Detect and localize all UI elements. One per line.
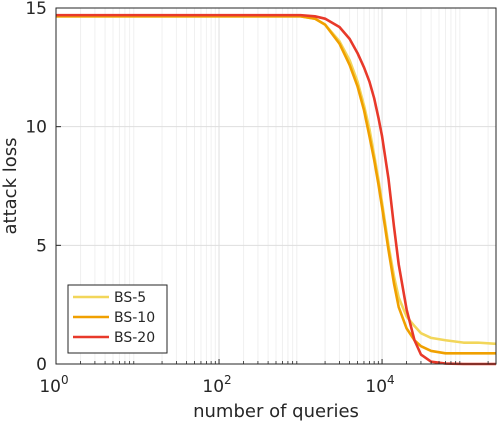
x-tick-label: 100 [39, 373, 68, 397]
legend-label: BS-10 [114, 310, 155, 326]
y-tick-label: 10 [25, 118, 47, 138]
legend: BS-5 BS-10 BS-20 [67, 284, 168, 354]
y-tick-label: 0 [36, 355, 47, 375]
series-line-bs-20 [56, 13, 496, 366]
series-layer [56, 13, 497, 366]
axis-ticks: 100 102 104 0 5 10 15 [25, 0, 489, 397]
y-tick-label: 5 [36, 236, 47, 256]
legend-label: BS-20 [114, 330, 155, 346]
y-tick-label: 15 [25, 0, 47, 19]
legend-label: BS-5 [114, 290, 146, 306]
x-axis-label: number of queries [193, 401, 359, 422]
x-tick-label: 102 [202, 373, 231, 397]
y-axis-label: attack loss [0, 138, 21, 235]
x-tick-label: 104 [365, 373, 394, 397]
series-line-bs-10 [56, 15, 496, 355]
